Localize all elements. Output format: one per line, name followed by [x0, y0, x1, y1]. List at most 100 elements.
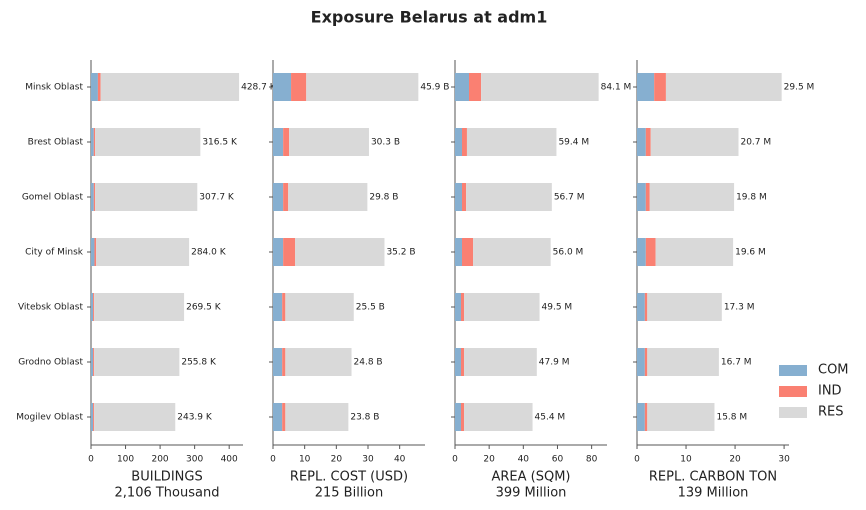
x-axis-label: BUILDINGS	[131, 470, 202, 485]
bar-segment	[649, 183, 735, 211]
x-tick-label: 40	[394, 455, 406, 465]
total-label: 428.7 K	[241, 83, 277, 93]
bar-segment	[283, 238, 296, 266]
total-label: 284.0 K	[191, 248, 227, 258]
total-label: 316.5 K	[202, 138, 238, 148]
bar-segment	[637, 293, 645, 321]
bar-segment	[273, 348, 283, 376]
bar-segment	[96, 238, 190, 266]
total-label: 20.7 M	[740, 138, 771, 148]
total-label: 243.9 K	[177, 413, 213, 423]
x-tick-label: 200	[151, 455, 168, 465]
bar-segment	[283, 183, 289, 211]
total-label: 255.8 K	[181, 358, 217, 368]
x-axis-label: AREA (SQM)	[491, 470, 570, 485]
total-label: 307.7 K	[199, 193, 235, 203]
bar-segment	[91, 348, 94, 376]
x-tick-label: 80	[586, 455, 598, 465]
bar-segment	[650, 128, 739, 156]
x-axis-subtitle: 139 Million	[678, 486, 749, 501]
x-tick-label: 0	[452, 455, 458, 465]
legend-swatch	[779, 365, 807, 376]
y-tick-label: Gomel Oblast	[22, 193, 84, 203]
bar-segment	[637, 183, 646, 211]
bar-segment	[637, 238, 646, 266]
bar-segment	[285, 293, 354, 321]
bar-segment	[94, 238, 97, 266]
bar-segment	[462, 183, 467, 211]
x-tick-label: 60	[552, 455, 564, 465]
bar-segment	[462, 238, 474, 266]
bar-segment	[645, 183, 650, 211]
bar-segment	[654, 73, 666, 101]
y-tick-label: Grodno Oblast	[18, 358, 83, 368]
bar-segment	[455, 128, 463, 156]
y-tick-label: Mogilev Oblast	[16, 413, 83, 423]
bar-segment	[91, 403, 94, 431]
bar-segment	[647, 403, 715, 431]
total-label: 15.8 M	[716, 413, 747, 423]
bar-segment	[637, 73, 655, 101]
bar-segment	[94, 293, 185, 321]
x-tick-label: 30	[362, 455, 374, 465]
bar-segment	[273, 183, 284, 211]
total-label: 49.5 M	[542, 303, 573, 313]
bar-segment	[93, 403, 95, 431]
bar-segment	[285, 348, 352, 376]
total-label: 56.7 M	[554, 193, 585, 203]
bar-segment	[481, 73, 599, 101]
bar-segment	[469, 73, 482, 101]
x-tick-label: 10	[680, 455, 692, 465]
bar-segment	[93, 128, 96, 156]
bar-segment	[644, 403, 648, 431]
bar-segment	[91, 238, 95, 266]
bar-segment	[647, 293, 722, 321]
bar-segment	[91, 183, 94, 211]
bar-segment	[455, 183, 463, 211]
bar-segment	[464, 293, 540, 321]
x-tick-label: 0	[88, 455, 94, 465]
bar-segment	[460, 403, 465, 431]
x-tick-label: 40	[518, 455, 530, 465]
bar-segment	[94, 403, 176, 431]
x-axis-label: REPL. CARBON TON	[649, 470, 777, 485]
x-tick-label: 0	[634, 455, 640, 465]
bar-segment	[455, 403, 461, 431]
bar-segment	[464, 403, 533, 431]
bar-segment	[306, 73, 419, 101]
x-tick-label: 20	[483, 455, 495, 465]
total-label: 29.8 B	[369, 193, 398, 203]
total-label: 35.2 B	[386, 248, 415, 258]
total-label: 24.8 B	[354, 358, 383, 368]
total-label: 47.9 M	[539, 358, 570, 368]
bar-segment	[282, 293, 286, 321]
legend-label: IND	[818, 384, 842, 399]
total-label: 30.3 B	[371, 138, 400, 148]
total-label: 23.8 B	[350, 413, 379, 423]
bar-segment	[97, 73, 101, 101]
bar-segment	[455, 348, 461, 376]
total-label: 16.7 M	[721, 358, 752, 368]
bar-segment	[273, 238, 284, 266]
bar-segment	[273, 73, 292, 101]
total-label: 19.8 M	[736, 193, 767, 203]
y-tick-label: Vitebsk Oblast	[18, 303, 84, 313]
legend-swatch	[779, 407, 807, 418]
bar-segment	[637, 403, 645, 431]
bar-segment	[95, 128, 201, 156]
total-label: 84.1 M	[601, 83, 632, 93]
total-label: 45.9 B	[420, 83, 449, 93]
x-tick-label: 30	[778, 455, 790, 465]
bar-segment	[455, 73, 470, 101]
bar-segment	[91, 73, 98, 101]
bar-segment	[285, 403, 349, 431]
x-axis-subtitle: 399 Million	[496, 486, 567, 501]
bar-segment	[282, 403, 286, 431]
bar-segment	[289, 128, 369, 156]
bar-segment	[93, 183, 96, 211]
total-label: 29.5 M	[784, 83, 815, 93]
chart-title: Exposure Belarus at adm1	[311, 8, 548, 27]
bar-segment	[665, 73, 782, 101]
bar-segment	[91, 128, 94, 156]
